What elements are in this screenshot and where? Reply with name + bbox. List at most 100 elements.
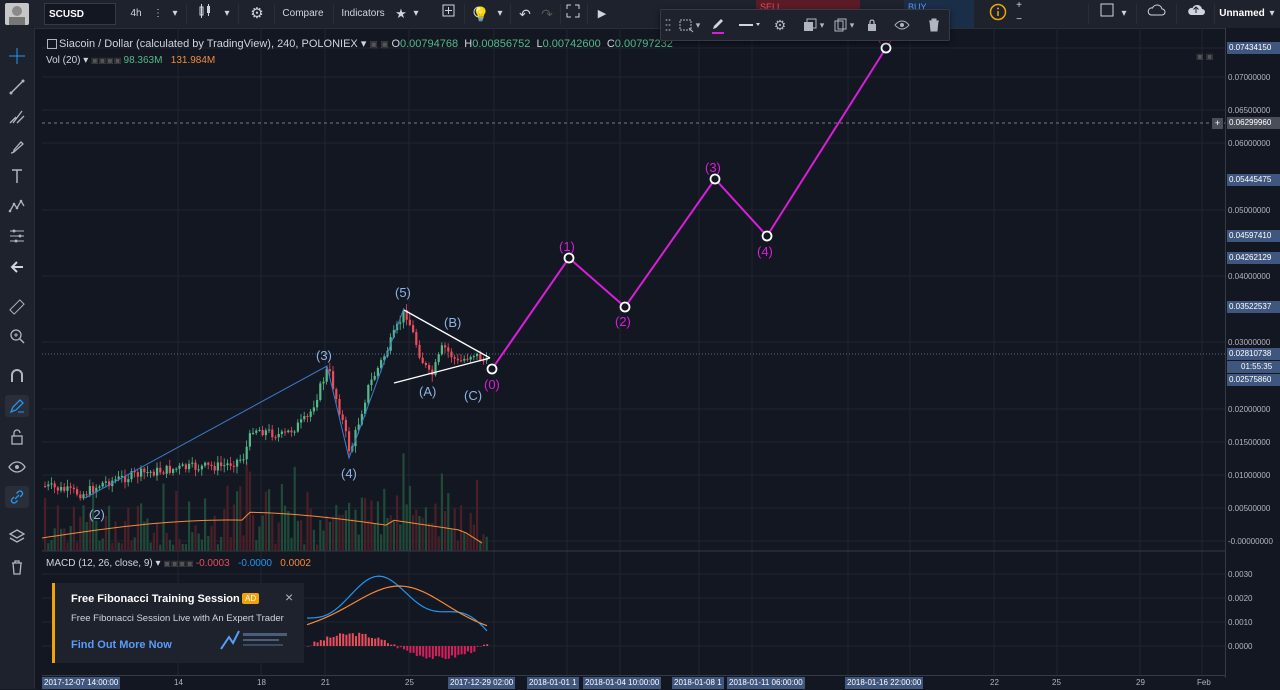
interval-button[interactable]: 4h [124,3,148,25]
volume-title[interactable]: Vol (20) [46,55,80,66]
chevron-down-icon[interactable]: ▾ [1266,3,1278,25]
layers-icon[interactable] [5,526,29,548]
brush-icon[interactable] [5,136,29,158]
chevron-down-icon[interactable]: ▾ [168,3,182,25]
star-icon[interactable]: ★ [393,3,409,25]
chevron-down-icon[interactable]: ▾ [153,558,164,569]
wave-label-projection: (1) [559,239,575,254]
ruler-icon[interactable] [5,296,29,318]
candle [310,411,312,416]
prediction-tool-icon[interactable] [5,225,29,247]
symbol-search-input[interactable]: SCUSD [44,3,116,25]
ad-popup[interactable]: Free Fibonacci Training Session AD × Fre… [52,583,304,663]
volume-bar [95,521,97,551]
chevron-down-icon[interactable]: ▾ [1118,3,1130,25]
chevron-down-icon[interactable]: ▾ [220,3,234,25]
chevron-down-icon[interactable]: ▾ [693,14,703,36]
zoom-in-icon[interactable] [5,325,29,347]
add-alert-icon[interactable] [438,3,460,25]
volume-bars [44,453,488,551]
volume-bar [412,515,414,551]
text-tool-icon[interactable] [5,165,29,187]
lock-icon[interactable] [5,426,29,448]
candle [47,484,49,486]
volume-bar [402,453,404,551]
line-style-icon[interactable] [735,14,763,36]
crosshair-plus-icon[interactable]: + [1212,118,1223,129]
magnet-icon[interactable] [5,365,29,387]
price-tag: 0.02575860 [1227,374,1280,386]
volume-bar [54,528,56,551]
macd-histogram-bar [448,646,450,659]
ad-link[interactable]: Find Out More Now [71,639,172,651]
link-icon[interactable] [5,486,29,508]
trash-icon[interactable] [923,14,945,36]
pattern-tool-icon[interactable] [5,195,29,217]
cloud-load-icon[interactable] [1144,3,1168,25]
lock-icon[interactable] [861,14,883,36]
chevron-down-icon[interactable]: ▾ [847,14,857,36]
time-scale[interactable]: 2017-12-07 14:00:00 14 18 21 25 2017-12-… [42,675,1225,690]
replay-play-icon[interactable]: ▶ [591,3,613,25]
price-scale[interactable]: 0.07000000 0.06500000 0.06000000 0.05000… [1225,28,1280,678]
remove-drawings-arrow-icon[interactable] [5,256,29,278]
candle [313,407,315,411]
pitchfork-icon[interactable] [5,106,29,128]
candle-style-icon[interactable] [194,3,216,25]
layout-grid-icon[interactable] [1098,3,1116,25]
eye-icon[interactable] [5,456,29,478]
wave-label-projection: (4) [757,244,773,259]
trash-icon[interactable] [5,556,29,578]
volume-bar [310,509,312,551]
zoom-minus-icon[interactable]: − [1012,14,1026,26]
zoom-plus-icon[interactable]: + [1012,0,1026,12]
chevron-down-icon[interactable]: ▾ [80,55,91,66]
gear-icon[interactable]: ⚙ [769,14,791,36]
lightbulb-icon[interactable]: 💡 [470,3,492,25]
macd-title[interactable]: MACD (12, 26, close, 9) [46,558,153,569]
pane-maximize-icons[interactable]: ▣ ▣ [1196,52,1213,61]
line-color-pencil-icon[interactable] [707,14,729,36]
drag-handle-icon[interactable] [663,14,673,36]
redo-icon[interactable]: ↷ [536,3,558,25]
chevron-down-icon[interactable]: ▾ [494,3,506,25]
avatar[interactable] [5,3,29,25]
volume-bar [44,498,46,551]
volume-value-ma: 131.984M [171,55,215,66]
candle [374,376,376,380]
top-toolbar: SCUSD 4h ⋮ ▾ ▾ ⚙ Compare Indicators ★ ▾ … [0,0,1280,29]
volume-bar [182,544,184,551]
candle [255,431,257,433]
chevron-down-icon[interactable]: ▾ [817,14,827,36]
candle [281,432,283,434]
undo-icon[interactable]: ↶ [514,3,536,25]
compare-button[interactable]: Compare [278,3,328,25]
ad-logo [219,627,291,653]
candle [86,494,88,495]
price-label: 0.01500000 [1228,436,1280,449]
legend-settings-icon[interactable]: ▣▣▣▣ [91,56,123,65]
cloud-save-icon[interactable] [1184,3,1208,25]
chevron-down-icon[interactable]: ▾ [358,38,370,50]
gear-icon[interactable]: ⚙ [246,3,268,25]
crosshair-icon[interactable] [5,45,29,67]
layout-name-button[interactable]: Unnamed [1218,3,1266,25]
volume-bar [220,537,222,551]
ad-title[interactable]: Free Fibonacci Training Session [71,593,240,605]
fullscreen-icon[interactable] [562,3,584,25]
legend-settings-icon[interactable]: ▣▣▣▣ [163,559,195,568]
chevron-down-icon[interactable]: ▾ [410,3,422,25]
series-title[interactable]: Siacoin / Dollar (calculated by TradingV… [59,38,358,50]
volume-bar [143,522,145,551]
volume-value-up: 98.363M [124,55,163,66]
interval-more-icon[interactable]: ⋮ [150,3,166,25]
eye-icon[interactable] [891,14,913,36]
trend-line-icon[interactable] [5,76,29,98]
stay-in-drawing-mode-icon[interactable] [5,395,29,417]
macd-histogram-bar [393,644,395,646]
price-label: -0.00000000 [1228,535,1280,548]
ad-close-button[interactable]: × [285,589,293,605]
legend-settings-icon[interactable]: ▣ ▣ [369,39,391,49]
indicators-button[interactable]: Indicators [336,3,390,25]
info-icon[interactable] [988,3,1008,25]
